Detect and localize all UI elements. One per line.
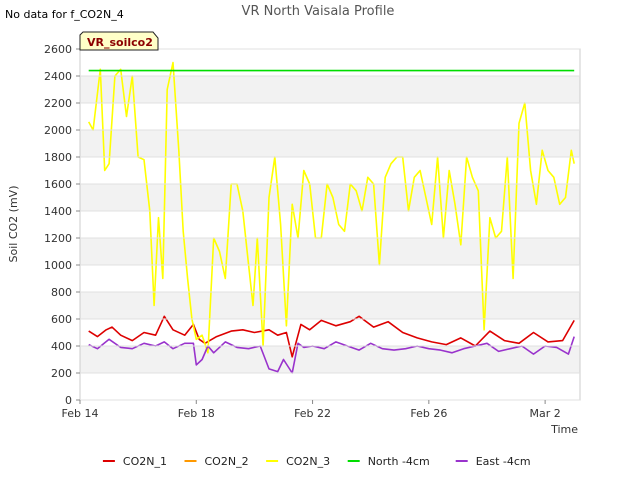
x-tick-label: Feb 18 <box>178 407 215 420</box>
y-tick-label: 1200 <box>44 232 72 245</box>
y-axis-label: Soil CO2 (mV) <box>7 186 20 263</box>
y-tick-label: 1400 <box>44 205 72 218</box>
plot-bands <box>80 76 580 373</box>
x-tick-label: Feb 22 <box>294 407 331 420</box>
y-tick-label: 2400 <box>44 70 72 83</box>
legend-label: CO2N_1 <box>123 455 167 468</box>
legend-label: East -4cm <box>476 455 531 468</box>
y-tick-label: 2000 <box>44 124 72 137</box>
y-tick-label: 2600 <box>44 43 72 56</box>
grid-band <box>80 184 580 211</box>
legend-label: CO2N_3 <box>286 455 330 468</box>
x-tick-label: Feb 14 <box>62 407 99 420</box>
x-ticks: Feb 14 Feb 18 Feb 22 Feb 26 Mar 2 <box>62 400 561 420</box>
y-tick-label: 1000 <box>44 259 72 272</box>
no-data-note: No data for f_CO2N_4 <box>5 8 124 21</box>
y-tick-label: 400 <box>51 340 72 353</box>
chart-title: VR North Vaisala Profile <box>242 4 395 19</box>
y-tick-label: 600 <box>51 313 72 326</box>
series-lines <box>87 61 575 374</box>
station-badge: VR_soilco2 <box>79 31 159 51</box>
y-tick-label: 2200 <box>44 97 72 110</box>
grid-band <box>80 76 580 103</box>
x-axis-label: Time <box>550 423 578 436</box>
grid-band <box>80 130 580 157</box>
legend: CO2N_1 CO2N_2 CO2N_3 North -4cm East -4cm <box>102 455 531 468</box>
y-tick-label: 1600 <box>44 178 72 191</box>
x-tick-label: Feb 26 <box>410 407 447 420</box>
x-tick-label: Mar 2 <box>529 407 560 420</box>
series-line-east-4cm <box>88 336 575 374</box>
grid-band <box>80 292 580 319</box>
y-tick-label: 1800 <box>44 151 72 164</box>
legend-label: North -4cm <box>368 455 430 468</box>
grid-band <box>80 238 580 265</box>
y-tick-label: 200 <box>51 367 72 380</box>
badge-box <box>79 31 159 51</box>
y-tick-label: 0 <box>65 394 72 407</box>
legend-label: CO2N_2 <box>205 455 249 468</box>
badge-label: VR_soilco2 <box>87 36 153 49</box>
y-tick-label: 800 <box>51 286 72 299</box>
y-ticks: 0 200 400 600 800 1000 1200 1400 1600 1800 2000 220… <box>44 43 580 407</box>
